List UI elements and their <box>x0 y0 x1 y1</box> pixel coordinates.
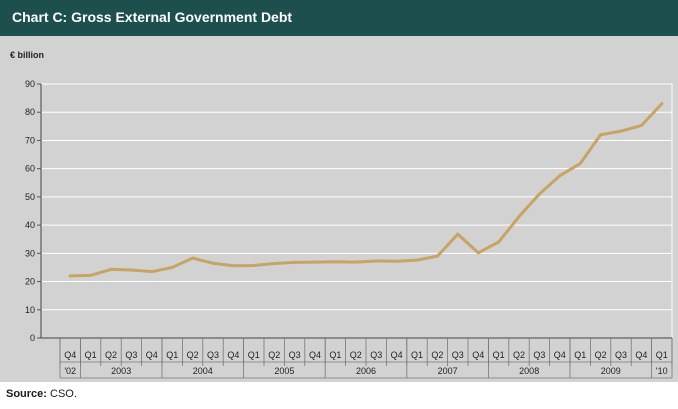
data-point <box>578 162 582 166</box>
x-tick-label: Q3 <box>207 350 219 360</box>
data-point <box>456 232 460 236</box>
x-tick-label: Q2 <box>268 350 280 360</box>
source-note: Source: CSO. <box>6 388 77 400</box>
x-tick-label: Q3 <box>615 350 627 360</box>
data-point <box>68 274 72 278</box>
data-point <box>558 174 562 178</box>
year-label: 2008 <box>519 366 539 376</box>
year-label: '10 <box>656 366 668 376</box>
data-point <box>660 102 664 106</box>
x-tick-label: Q2 <box>105 350 117 360</box>
x-tick-label: Q2 <box>187 350 199 360</box>
x-tick-label: Q4 <box>472 350 484 360</box>
data-point <box>374 259 378 263</box>
y-tick-label: 20 <box>25 277 35 287</box>
data-point <box>293 260 297 264</box>
year-label: 2009 <box>601 366 621 376</box>
chart-header: Chart C: Gross External Government Debt <box>0 0 678 36</box>
data-point <box>109 267 113 271</box>
x-tick-label: Q3 <box>125 350 137 360</box>
y-tick-label: 60 <box>25 164 35 174</box>
data-point <box>150 270 154 274</box>
data-point <box>599 133 603 137</box>
y-tick-label: 90 <box>25 79 35 89</box>
year-label: 2005 <box>274 366 294 376</box>
x-tick-label: Q1 <box>574 350 586 360</box>
source-label: Source: <box>6 388 47 400</box>
x-tick-label: Q1 <box>411 350 423 360</box>
data-point <box>191 256 195 260</box>
y-tick-label: 40 <box>25 220 35 230</box>
data-point <box>313 260 317 264</box>
data-point <box>497 240 501 244</box>
year-label: '02 <box>64 366 76 376</box>
x-tick-label: Q1 <box>166 350 178 360</box>
data-point <box>231 264 235 268</box>
chart-title: Chart C: Gross External Government Debt <box>12 9 293 25</box>
data-point <box>619 129 623 133</box>
y-tick-label: 80 <box>25 107 35 117</box>
data-point <box>639 123 643 127</box>
x-tick-label: Q4 <box>554 350 566 360</box>
y-tick-label: 10 <box>25 305 35 315</box>
year-label: 2007 <box>438 366 458 376</box>
data-point <box>170 265 174 269</box>
x-tick-label: Q4 <box>391 350 403 360</box>
y-tick-label: 30 <box>25 248 35 258</box>
x-tick-label: Q4 <box>146 350 158 360</box>
data-point <box>252 263 256 267</box>
y-tick-label: 0 <box>30 333 35 343</box>
data-point <box>415 258 419 262</box>
x-tick-label: Q1 <box>85 350 97 360</box>
x-tick-label: Q1 <box>493 350 505 360</box>
x-tick-label: Q2 <box>513 350 525 360</box>
data-point <box>89 273 93 277</box>
data-point <box>395 259 399 263</box>
x-tick-label: Q4 <box>227 350 239 360</box>
data-point <box>537 192 541 196</box>
x-tick-label: Q4 <box>309 350 321 360</box>
series-line <box>68 102 664 278</box>
year-label: 2003 <box>111 366 131 376</box>
x-tick-label: Q2 <box>350 350 362 360</box>
x-tick-label: Q2 <box>595 350 607 360</box>
x-tick-label: Q1 <box>656 350 668 360</box>
x-tick-label: Q3 <box>533 350 545 360</box>
y-tick-label: 50 <box>25 192 35 202</box>
data-point <box>354 260 358 264</box>
x-tick-label: Q1 <box>329 350 341 360</box>
x-tick-label: Q3 <box>370 350 382 360</box>
x-tick-label: Q1 <box>248 350 260 360</box>
plot-area <box>40 83 673 339</box>
data-point <box>517 215 521 219</box>
source-text: CSO. <box>50 388 77 400</box>
data-point <box>435 254 439 258</box>
year-label: 2006 <box>356 366 376 376</box>
data-point <box>211 261 215 265</box>
data-point <box>129 268 133 272</box>
x-tick-label: Q2 <box>431 350 443 360</box>
x-tick-label: Q4 <box>635 350 647 360</box>
line-chart: € billion 0 10 20 30 40 50 60 70 80 90 Q4 Q1 Q2 Q3 Q4 Q… <box>10 50 673 379</box>
x-tick-label: Q4 <box>64 350 76 360</box>
y-tick-label: 70 <box>25 135 35 145</box>
year-label: 2004 <box>193 366 213 376</box>
data-point <box>476 251 480 255</box>
data-point <box>333 260 337 264</box>
y-axis-label: € billion <box>10 50 44 60</box>
data-point <box>272 261 276 265</box>
x-tick-label: Q3 <box>289 350 301 360</box>
x-tick-label: Q3 <box>452 350 464 360</box>
